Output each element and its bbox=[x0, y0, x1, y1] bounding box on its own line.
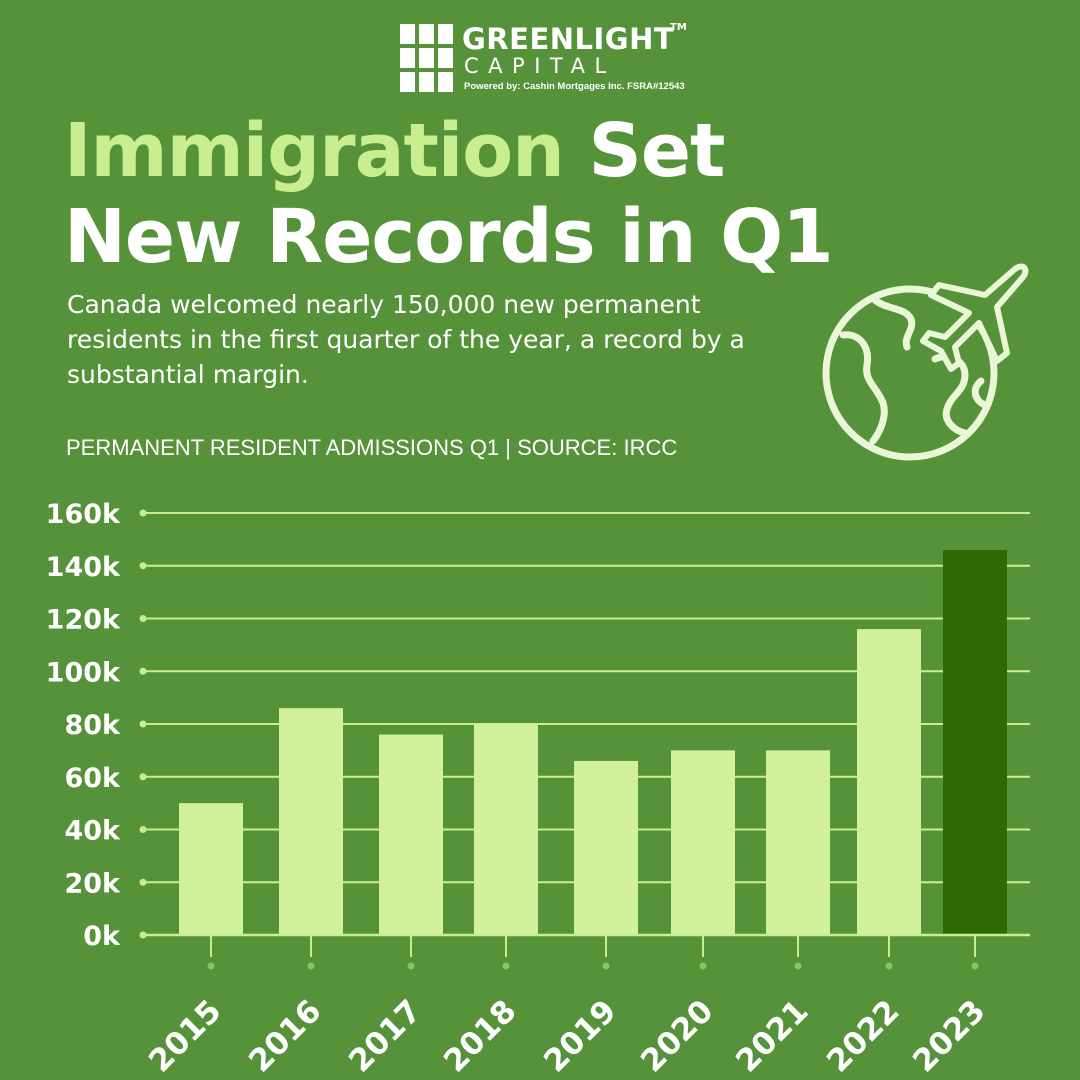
x-tick-dot bbox=[971, 962, 979, 970]
y-tick-label: 160k bbox=[46, 499, 121, 530]
subtitle: Canada welcomed nearly 150,000 new perma… bbox=[67, 290, 745, 389]
brand-name-top: GREENLIGHT bbox=[462, 22, 675, 56]
y-tick-dot bbox=[139, 562, 147, 570]
y-tick-label: 140k bbox=[46, 552, 121, 583]
bar bbox=[379, 734, 443, 935]
x-tick-dot bbox=[207, 962, 215, 970]
x-tick-dot bbox=[407, 962, 415, 970]
x-tick-label: 2023 bbox=[906, 993, 992, 1079]
y-tick-label: 40k bbox=[64, 816, 121, 847]
globe-airplane-icon bbox=[822, 263, 1029, 461]
x-tick-dot bbox=[885, 962, 893, 970]
y-tick-dot bbox=[139, 667, 147, 675]
y-tick-dot bbox=[139, 878, 147, 886]
x-tick-label: 2017 bbox=[342, 993, 428, 1079]
y-tick-label: 0k bbox=[83, 921, 121, 952]
y-tick-label: 60k bbox=[64, 763, 121, 794]
x-tick-label: 2018 bbox=[437, 993, 523, 1079]
x-tick-dot bbox=[794, 962, 802, 970]
x-tick-label: 2019 bbox=[537, 993, 623, 1079]
y-tick-label: 120k bbox=[46, 605, 121, 636]
bar bbox=[943, 549, 1007, 935]
source-line: PERMANENT RESIDENT ADMISSIONS Q1 | SOURC… bbox=[66, 435, 678, 460]
headline-accent: Immigration bbox=[64, 108, 565, 194]
headline-rest-line1: Set bbox=[588, 108, 726, 194]
bar bbox=[766, 750, 830, 935]
logo-grid-icon bbox=[400, 24, 456, 94]
brand-name-bottom: CAPITAL bbox=[464, 54, 616, 78]
x-tick-label: 2020 bbox=[634, 993, 720, 1079]
bar bbox=[279, 708, 343, 935]
y-tick-dot bbox=[139, 509, 147, 517]
x-tick-dot bbox=[307, 962, 315, 970]
x-tick-label: 2022 bbox=[820, 993, 906, 1079]
bar bbox=[671, 750, 735, 935]
y-tick-dot bbox=[139, 615, 147, 622]
headline-line2: New Records in Q1 bbox=[64, 194, 834, 280]
brand-powered-by: Powered by: Cashin Mortgages Inc. FSRA#1… bbox=[464, 81, 685, 92]
bar bbox=[574, 760, 638, 935]
y-tick-label: 100k bbox=[46, 657, 121, 688]
y-tick-dot bbox=[139, 773, 147, 781]
x-tick-label: 2021 bbox=[729, 993, 815, 1079]
y-tick-label: 20k bbox=[64, 868, 121, 899]
x-tick-dot bbox=[502, 962, 510, 970]
bar bbox=[474, 724, 538, 935]
bar bbox=[857, 629, 921, 935]
y-tick-dot bbox=[139, 826, 147, 833]
y-tick-label: 80k bbox=[64, 710, 121, 741]
y-tick-dot bbox=[139, 720, 147, 728]
bar bbox=[179, 803, 243, 935]
brand-trademark: TM bbox=[670, 22, 687, 33]
x-tick-dot bbox=[602, 962, 610, 970]
headline: Immigration Set New Records in Q1 bbox=[64, 108, 834, 280]
x-tick-label: 2016 bbox=[242, 993, 328, 1079]
x-tick-label: 2015 bbox=[142, 993, 228, 1079]
x-tick-dot bbox=[699, 962, 707, 970]
brand-logo: GREENLIGHT TM CAPITAL Powered by: Cashin… bbox=[400, 22, 690, 98]
